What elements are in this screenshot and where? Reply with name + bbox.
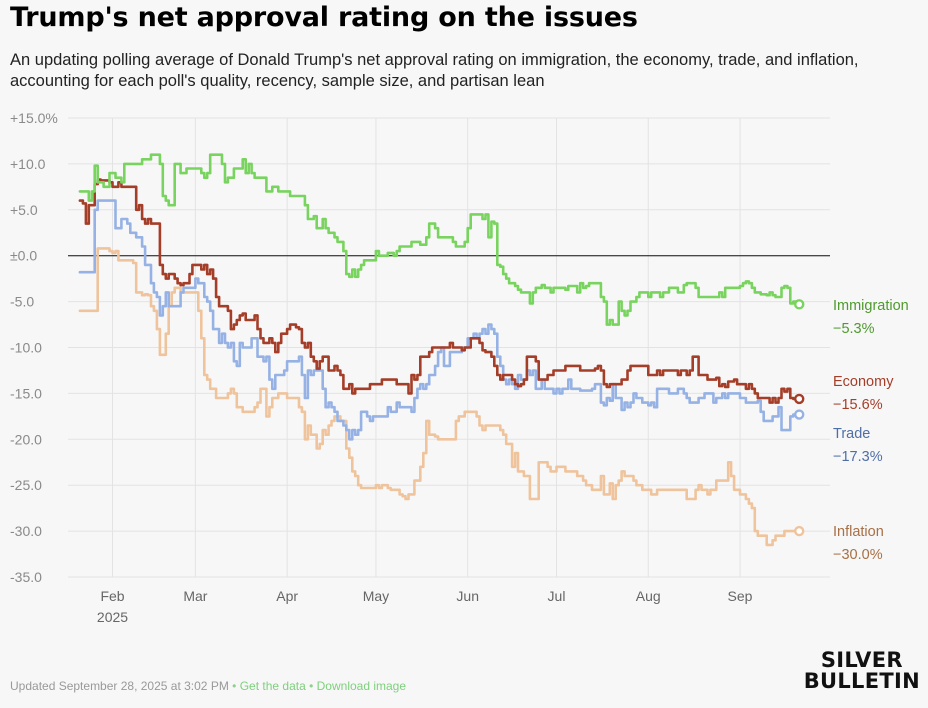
logo-line-2: BULLETIN [803, 669, 920, 693]
trade-end-marker [794, 409, 805, 420]
x-tick-label: Jun [456, 588, 479, 604]
x-tick-label: May [363, 588, 389, 604]
y-tick-label: -5.0 [10, 294, 34, 310]
trade-line [78, 199, 801, 441]
get-data-link[interactable]: Get the data [239, 679, 306, 693]
immigration-label: Immigration [833, 298, 909, 314]
x-tick-label: Sep [728, 588, 753, 604]
chart-labels: +15.0% +10.0 +5.0 ±0.0 -5.0 -10.0 -15.0 -20.0 -2… [10, 110, 909, 625]
footer: Updated September 28, 2025 at 3:02 PM • … [10, 679, 406, 693]
inflation-value-label: −30.0% [833, 547, 883, 563]
y-tick-label: +5.0 [10, 202, 38, 218]
x-tick-label: Jul [548, 588, 566, 604]
footer-separator: • [309, 679, 314, 693]
y-tick-label: +15.0% [10, 110, 58, 126]
page-subtitle: An updating polling average of Donald Tr… [10, 51, 859, 90]
chart-series [78, 153, 805, 547]
y-tick-label: -25.0 [10, 477, 42, 493]
y-tick-label: +10.0 [10, 156, 46, 172]
x-tick-label: Feb [100, 588, 124, 604]
download-image-link[interactable]: Download image [316, 679, 407, 693]
page-title: Trump's net approval rating on the issue… [10, 2, 638, 33]
immigration-line [78, 153, 801, 326]
logo-line-1: SILVER [820, 648, 903, 672]
economy-value-label: −15.6% [833, 397, 883, 413]
inflation-end-marker [794, 525, 805, 537]
y-tick-label: -10.0 [10, 340, 42, 356]
y-tick-label: -30.0 [10, 523, 42, 539]
y-tick-label: -35.0 [10, 569, 42, 585]
silver-bulletin-logo: SILVER BULLETIN [804, 650, 920, 692]
updated-timestamp: Updated September 28, 2025 at 3:02 PM [10, 679, 229, 693]
x-tick-label: Mar [183, 588, 207, 604]
y-tick-label: ±0.0 [10, 248, 37, 264]
inflation-label: Inflation [833, 524, 884, 540]
immigration-value-label: −5.3% [833, 321, 875, 337]
inflation-line [78, 247, 801, 547]
x-tick-label: Aug [636, 588, 661, 604]
immigration-end-marker [794, 299, 805, 310]
footer-separator: • [232, 679, 237, 693]
y-tick-label: -20.0 [10, 431, 42, 447]
trade-value-label: −17.3% [833, 449, 883, 465]
x-tick-label: Apr [276, 588, 298, 604]
economy-label: Economy [833, 374, 894, 390]
economy-line [78, 178, 801, 404]
y-tick-label: -15.0 [10, 385, 42, 401]
economy-end-marker [794, 393, 805, 405]
trade-label: Trade [833, 426, 870, 442]
x-tick-sublabel: 2025 [97, 609, 128, 625]
